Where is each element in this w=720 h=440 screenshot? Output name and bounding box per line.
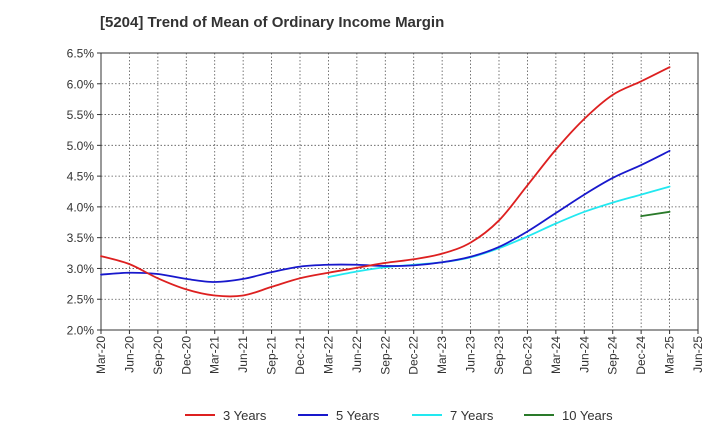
x-tick-label: Jun-23	[464, 336, 478, 373]
legend-label-10-years: 10 Years	[562, 408, 613, 423]
x-tick-label: Jun-24	[577, 336, 591, 373]
x-tick-label: Jun-25	[691, 336, 705, 373]
x-tick-label: Dec-23	[520, 336, 534, 375]
x-tick-label: Mar-21	[208, 336, 222, 374]
legend-label-5-years: 5 Years	[336, 408, 380, 423]
chart-title: [5204] Trend of Mean of Ordinary Income …	[100, 14, 445, 31]
y-tick-label: 4.5%	[67, 170, 95, 184]
y-tick-label: 2.0%	[67, 324, 95, 338]
x-tick-label: Sep-23	[492, 336, 506, 375]
x-tick-label: Jun-20	[122, 336, 136, 373]
x-tick-label: Sep-21	[265, 336, 279, 375]
y-tick-label: 6.5%	[67, 47, 95, 61]
x-tick-label: Dec-20	[179, 336, 193, 375]
y-tick-label: 3.0%	[67, 262, 95, 276]
series-line-3-years	[100, 66, 671, 298]
x-tick-label: Jun-22	[350, 336, 364, 373]
x-tick-label: Jun-21	[236, 336, 250, 373]
y-tick-label: 2.5%	[67, 293, 95, 307]
series-line-7-years	[327, 185, 671, 278]
legend-label-3-years: 3 Years	[223, 408, 267, 423]
y-tick-label: 4.0%	[67, 200, 95, 214]
series-line-5-years	[100, 149, 671, 283]
x-tick-label: Mar-25	[663, 336, 677, 374]
x-tick-label: Dec-24	[634, 336, 648, 375]
x-tick-label: Mar-22	[321, 336, 335, 374]
y-tick-label: 6.0%	[67, 77, 95, 91]
series-line-10-years	[640, 210, 671, 218]
x-tick-label: Dec-21	[293, 336, 307, 375]
x-tick-label: Sep-24	[606, 336, 620, 375]
y-tick-label: 5.0%	[67, 139, 95, 153]
legend: 3 Years 5 Years 7 Years 10 Years	[185, 408, 613, 423]
x-tick-label: Sep-22	[378, 336, 392, 375]
series-group	[100, 66, 671, 298]
x-tick-label: Sep-20	[151, 336, 165, 375]
y-axis: 2.0% 2.5% 3.0% 3.5% 4.0% 4.5% 5.0% 5.5% 6.0% 6.5%	[67, 47, 101, 338]
x-tick-label: Mar-20	[94, 336, 108, 374]
x-tick-label: Mar-24	[549, 336, 563, 374]
y-tick-label: 3.5%	[67, 231, 95, 245]
x-tick-label: Mar-23	[435, 336, 449, 374]
plot-area-frame	[100, 52, 699, 331]
legend-label-7-years: 7 Years	[450, 408, 494, 423]
grid	[101, 53, 698, 330]
x-axis: Mar-20 Jun-20 Sep-20 Dec-20 Mar-21 Jun-21 Sep-…	[94, 330, 705, 375]
x-tick-label: Dec-22	[407, 336, 421, 375]
y-tick-label: 5.5%	[67, 108, 95, 122]
